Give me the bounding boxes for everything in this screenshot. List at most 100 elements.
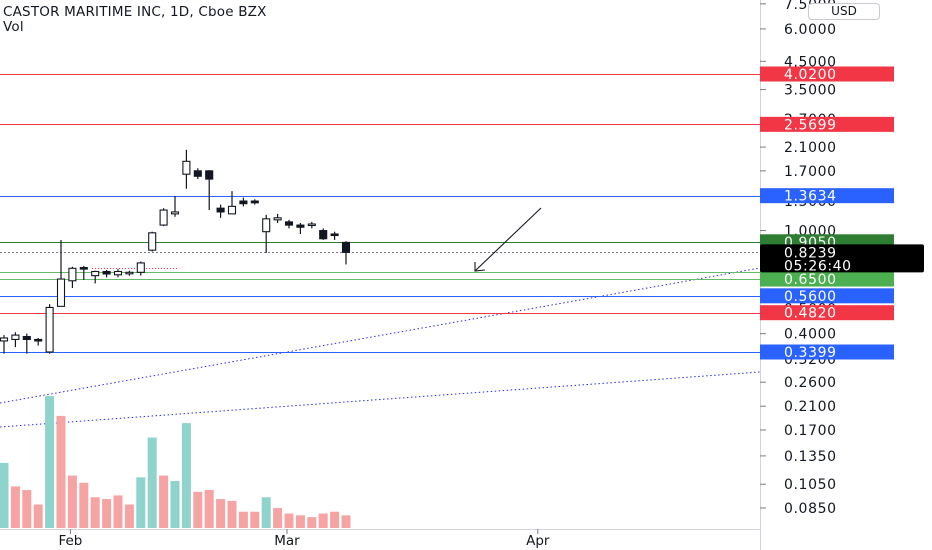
volume-bar [341,515,351,528]
volume-bar [136,477,146,528]
candle-body [205,170,214,180]
last-price-badge [760,244,924,273]
candle-body [91,270,100,277]
volume-bar [170,480,180,528]
volume-bar [159,475,169,528]
y-tick-label: 0.4000 [784,327,837,343]
volume-bar [238,511,248,528]
volume-bar [45,396,55,528]
level-badge [760,66,894,82]
volume-bar [295,515,305,528]
volume-bar [90,497,100,528]
trendline-upper [0,267,761,404]
volume-bar [307,517,317,528]
candle-body [68,267,77,282]
volume-bar [250,511,260,528]
candle-body [216,207,225,213]
volume-bar [318,513,328,528]
volume-bar [181,423,191,528]
x-tick-label: Apr [526,533,550,549]
candle-body [170,211,180,215]
volume-bar [79,482,89,528]
candle-body [11,334,20,341]
y-tick-label: 2.1000 [784,140,837,156]
trendline-lower [0,371,761,428]
arrow-head [474,262,486,272]
x-tick-label: Mar [274,533,300,549]
volume-bar [67,475,77,528]
candle-body [45,306,54,353]
candle-body [193,170,202,177]
last-price-label: 0.8239 [784,245,837,261]
candle-body [102,270,111,275]
candle-body [56,278,66,307]
y-tick-label: 3.5000 [784,83,837,99]
candle-body [307,223,316,227]
level-badge [760,116,894,132]
volume-bar [227,500,237,528]
level-badge [760,344,894,360]
candle-body [250,200,259,204]
level-badge-label: 0.3399 [784,345,837,361]
volume-bar [330,511,340,528]
y-tick-label: 1.7000 [784,164,837,180]
y-tick-label: 0.1050 [784,477,837,493]
level-badge-label: 4.0200 [784,67,837,83]
candle-body [125,271,134,275]
level-badge-label: 0.4820 [784,306,837,322]
volume-bar [284,513,294,528]
currency-selector[interactable]: USD [808,3,880,20]
volume-bar [124,504,134,528]
y-tick-label: 0.1350 [784,449,837,465]
level-badge-label: 2.5699 [784,117,837,133]
volume-bar [147,437,157,528]
candle-body [341,241,351,253]
volume-bar [261,497,271,528]
volume-bar [56,415,66,528]
volume-bar [193,491,203,528]
volume-bar [113,495,123,528]
candle-body [227,205,237,215]
level-badge [760,271,894,287]
candle-body [319,230,328,240]
y-tick-label: 0.2100 [784,399,837,415]
candle-body [239,200,248,205]
y-tick-label: 0.0850 [784,501,837,517]
volume-bar [10,486,20,528]
level-badge-label: 0.5600 [784,289,837,305]
x-tick-label: Feb [58,533,82,549]
volume-bar [216,499,226,528]
level-badge [760,288,894,304]
candle-body [284,221,294,226]
candle-body [159,209,168,226]
candle-body [330,233,339,237]
volume-bar [102,499,112,528]
level-badge [760,188,894,204]
candle-body [182,160,191,175]
y-tick-label: 0.1700 [784,423,837,439]
candle-body [262,218,271,233]
candle-body [136,262,145,273]
candle-body [0,337,9,342]
level-badge-label: 1.3634 [784,189,837,205]
countdown-label: 05:26:40 [784,258,852,274]
level-badge [760,305,894,321]
volume-bar [0,462,9,528]
y-tick-label: 4.5000 [784,54,837,70]
y-tick-label: 6.0000 [784,22,837,38]
symbol-title: CASTOR MARITIME INC, 1D, Cboe BZX [3,4,267,20]
candle-body [273,217,282,221]
level-badge-label: 0.6500 [784,272,837,288]
candle-body [113,270,123,276]
candle-body [22,335,31,341]
candle-body [296,224,305,228]
volume-bar [33,504,43,528]
volume-bar [273,508,283,528]
candle-body [34,338,43,342]
volume-bar [22,490,32,528]
candle-body [79,266,88,270]
y-tick-label: 0.2600 [784,375,837,391]
candle-body [148,232,157,251]
arrow-shaft [474,207,542,272]
